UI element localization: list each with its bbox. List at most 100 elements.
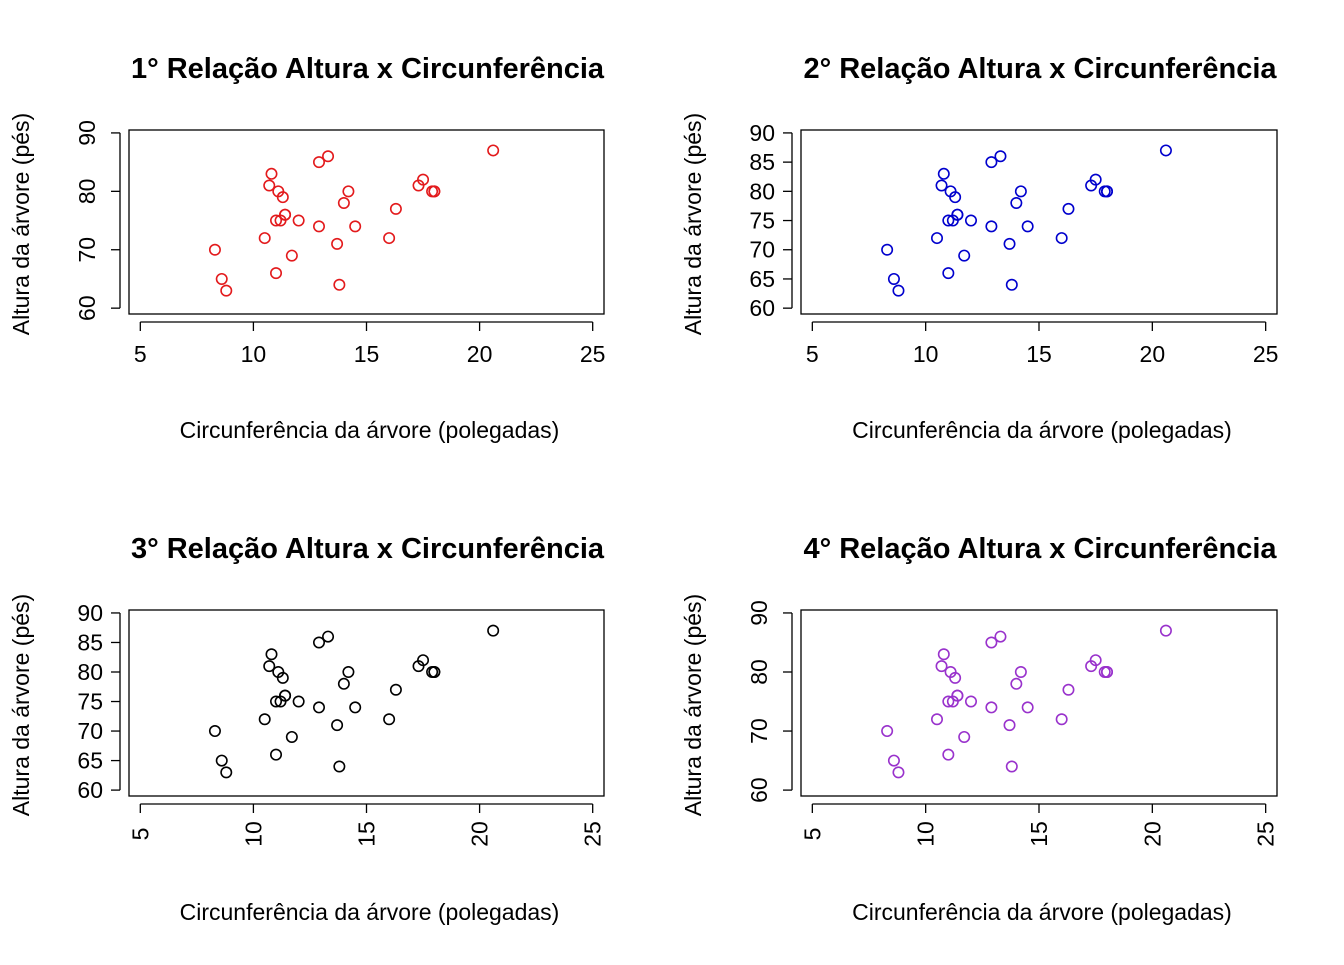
panel-3-data-point	[270, 748, 283, 761]
panel-4-data-point	[964, 695, 977, 708]
panel-2-data-point	[951, 208, 964, 221]
panel-3-data-point	[263, 660, 276, 673]
panel-3-plot-frame	[128, 609, 605, 797]
panel-3-data-point	[417, 654, 430, 667]
panel-2-data-point	[935, 179, 948, 192]
panel-4: 4° Relação Altura x Circunferência 5 10 15 2…	[680, 533, 1279, 925]
panel-4-y-tick-label: 90	[746, 600, 772, 626]
panel-3-data-point	[312, 701, 325, 714]
panel-3-data-point	[428, 665, 441, 678]
panel-2-x-tick-label: 10	[913, 341, 939, 367]
panel-4-data-point	[881, 725, 894, 738]
panel-2-data-point	[1062, 202, 1075, 215]
panel-1-title: 1° Relação Altura x Circunferência	[131, 53, 605, 85]
panel-3-data-point	[258, 713, 271, 726]
panel-2-data-point	[958, 249, 971, 262]
panel-4-data-point	[1010, 677, 1023, 690]
panel-2-data-point	[1005, 278, 1018, 291]
panel-3-data-point	[389, 683, 402, 696]
panel-4-x-tick-label: 5	[799, 828, 825, 841]
panel-2-x-tick-label: 15	[1026, 341, 1052, 367]
panel-2-y-tick-label: 75	[749, 208, 775, 234]
panel-2-y-tick-label: 90	[749, 120, 775, 146]
panel-1-data-point	[270, 267, 283, 280]
panel-1-data-point	[331, 237, 344, 250]
panel-2-data-point	[1003, 237, 1016, 250]
panel-1-x-tick-label: 25	[580, 341, 606, 367]
panel-4-data-point	[1062, 683, 1075, 696]
panel-2-data-point	[964, 214, 977, 227]
panel-4-data-point	[949, 671, 962, 684]
panel-2-data-point	[942, 267, 955, 280]
panel-1-data-point	[265, 167, 278, 180]
panel-2-data-point	[1014, 185, 1027, 198]
panel-1-y-tick-label: 70	[74, 237, 100, 263]
panel-1-x-axis-label: Circunferência da árvore (polegadas)	[180, 417, 560, 443]
panel-4-data-point	[958, 730, 971, 743]
panel-1-x-tick-label: 15	[354, 341, 380, 367]
panel-3-data-point	[208, 725, 221, 738]
panel-2-y-tick-label: 65	[749, 266, 775, 292]
panel-1-y-tick-label: 80	[74, 179, 100, 205]
panel-2-data-point	[1010, 197, 1023, 210]
panel-2-y-tick-label: 80	[749, 178, 775, 204]
panel-3-data-point	[337, 677, 350, 690]
panel-1-data-point	[215, 272, 228, 285]
panel-2-data-point	[949, 191, 962, 204]
panel-2-y-tick-label: 60	[749, 295, 775, 321]
panel-2-data-point	[887, 272, 900, 285]
panel-1-data-point	[337, 197, 350, 210]
panel-4-data-point	[994, 630, 1007, 643]
panel-3-x-tick-label: 20	[467, 821, 493, 847]
panel-4-x-tick-label: 15	[1026, 821, 1052, 847]
panel-3-data-point	[331, 719, 344, 732]
panel-1-data-point	[263, 179, 276, 192]
panel-1-data-point	[258, 232, 271, 245]
panel-2-data-point	[892, 284, 905, 297]
panel-2-x-tick-label: 25	[1253, 341, 1279, 367]
panel-3-x-axis-label: Circunferência da árvore (polegadas)	[180, 899, 560, 925]
panel-4-title: 4° Relação Altura x Circunferência	[803, 533, 1277, 565]
panel-1-y-tick-label: 90	[74, 120, 100, 146]
panel-1-data-point	[270, 214, 283, 227]
panel-1-plot-frame	[128, 129, 605, 315]
panel-3-data-point	[333, 760, 346, 773]
panel-2-data-point	[1055, 232, 1068, 245]
panel-1: 1° Relação Altura x Circunferência 5 10 15 2…	[8, 53, 605, 443]
panel-4-data-point	[951, 689, 964, 702]
panel-1-x-tick-label: 5	[134, 341, 147, 367]
panel-1-data-point	[349, 220, 362, 233]
panel-3-x-tick-label: 25	[580, 821, 606, 847]
panel-3-data-point	[220, 766, 233, 779]
panel-4-data-point	[887, 754, 900, 767]
panel-4-y-tick-label: 80	[746, 659, 772, 685]
panel-4-data-point	[930, 713, 943, 726]
panel-3-data-point	[349, 701, 362, 714]
panel-3-data-point	[276, 671, 289, 684]
panel-4-data-point	[1159, 624, 1172, 637]
panel-2-data-point	[994, 150, 1007, 163]
panel-3-data-point	[215, 754, 228, 767]
panel-1-y-tick-label: 60	[74, 295, 100, 321]
panel-2-plot-frame	[800, 129, 1278, 315]
panel-2-data-point	[1101, 185, 1114, 198]
panel-4-data-point	[935, 660, 948, 673]
panel-4-x-tick-label: 20	[1139, 821, 1165, 847]
panel-3-y-tick-label: 80	[77, 659, 103, 685]
panel-1-data-point	[383, 232, 396, 245]
panel-1-data-point	[342, 185, 355, 198]
panel-3: 3° Relação Altura x Circunferência 5 10 15 2…	[8, 533, 606, 925]
panel-3-y-axis-label: Altura da árvore (pés)	[8, 594, 34, 816]
panel-4-data-point	[1089, 654, 1102, 667]
panel-2-data-point	[942, 214, 955, 227]
panel-3-data-point	[270, 695, 283, 708]
panel-4-data-point	[985, 701, 998, 714]
panel-2-data-point	[930, 232, 943, 245]
panel-2: 2° Relação Altura x Circunferência 5 10 15 2…	[680, 53, 1278, 443]
panel-2-data-point	[881, 243, 894, 256]
panel-2-data-point	[985, 156, 998, 169]
panel-3-y-tick-label: 90	[77, 600, 103, 626]
panel-3-y-tick-label: 75	[77, 689, 103, 715]
panel-2-data-point	[937, 167, 950, 180]
